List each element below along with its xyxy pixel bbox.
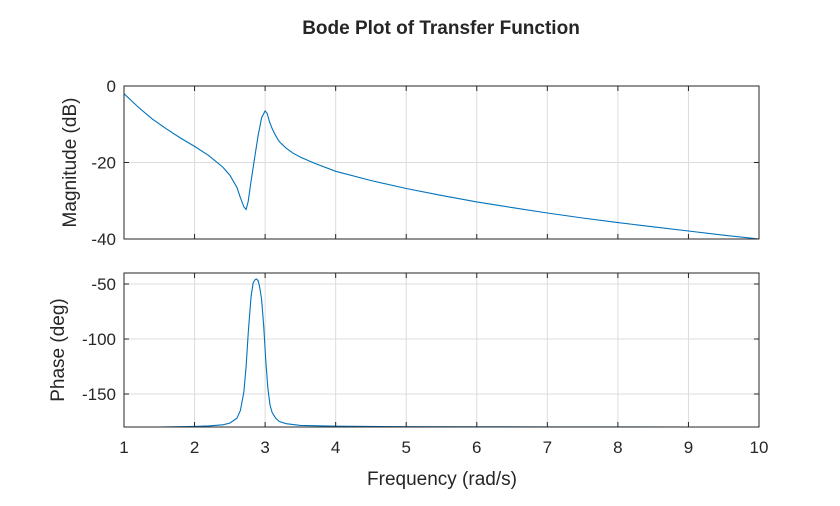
phase-ylabel: Phase (deg)	[48, 298, 69, 402]
xtick-label: 9	[684, 438, 693, 457]
phase-ytick-label: -100	[82, 330, 116, 349]
xtick-label: 1	[119, 438, 128, 457]
chart-title: Bode Plot of Transfer Function	[302, 18, 580, 39]
mag-ytick-label: -40	[91, 230, 116, 249]
phase-gridlines	[124, 273, 759, 427]
phase-axes: -50 -100 -150 1 2 3 4 5 6 7 8 9 10 Phase (deg)	[48, 272, 768, 457]
mag-ytick-label: 0	[107, 77, 116, 96]
magnitude-gridlines	[124, 86, 759, 239]
xtick-label: 3	[260, 438, 269, 457]
mag-ytick-label: -20	[91, 154, 116, 173]
xtick-label: 2	[190, 438, 199, 457]
phase-ytick-label: -50	[91, 275, 116, 294]
xtick-label: 6	[472, 438, 481, 457]
phase-series-line	[124, 278, 759, 428]
magnitude-ytick-labels: 0 -20 -40	[91, 77, 116, 249]
xtick-labels: 1 2 3 4 5 6 7 8 9 10	[119, 438, 768, 457]
xtick-label: 7	[543, 438, 552, 457]
x-axis-label: Frequency (rad/s)	[367, 469, 517, 490]
magnitude-ylabel: Magnitude (dB)	[60, 98, 81, 228]
xtick-label: 5	[401, 438, 410, 457]
phase-ytick-labels: -50 -100 -150	[82, 275, 116, 404]
phase-tick-marks	[123, 273, 760, 427]
magnitude-tick-marks	[123, 85, 760, 240]
xtick-label: 4	[331, 438, 340, 457]
xtick-label: 10	[750, 438, 769, 457]
phase-ytick-label: -150	[82, 385, 116, 404]
xtick-label: 8	[613, 438, 622, 457]
magnitude-axes: 0 -20 -40 Magnitude (dB)	[60, 77, 760, 249]
magnitude-series-line	[123, 93, 760, 240]
phase-axes-box	[123, 272, 760, 428]
